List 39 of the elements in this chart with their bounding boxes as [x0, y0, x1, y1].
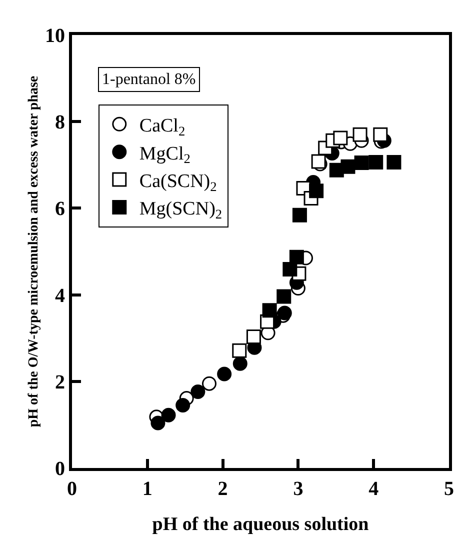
point [232, 343, 247, 358]
point [217, 366, 232, 382]
legend-label: Mg(SCN)$_{2}$ [139, 198, 222, 222]
y-tick-label: 2 [55, 371, 65, 394]
y-tick-label: 8 [55, 112, 65, 134]
x-axis-title: pH of the aqueous solution [152, 514, 370, 535]
x-tick-label: 5 [444, 478, 454, 500]
point [292, 208, 307, 222]
point [262, 303, 277, 318]
y-tick-label: 10 [45, 25, 65, 47]
point [150, 416, 166, 430]
point [246, 330, 261, 344]
point [289, 250, 304, 264]
point [276, 289, 292, 304]
y-tick-label: 4 [55, 284, 65, 307]
legend-label: MgCl$_{2}$ [139, 143, 190, 166]
point [340, 159, 356, 174]
point [232, 356, 248, 371]
point [386, 155, 402, 170]
y-tick-label: 6 [55, 198, 65, 220]
x-tick-label: 4 [368, 478, 379, 500]
x-tick-label: 2 [218, 478, 228, 500]
legend-label: Ca(SCN)$_{2}$ [139, 170, 217, 194]
point [161, 408, 176, 422]
x-tick-label: 3 [293, 478, 304, 500]
y-tick-label: 0 [55, 458, 65, 480]
point [282, 262, 298, 276]
point [309, 184, 324, 198]
point [333, 130, 348, 146]
annotation: 1-pentanol 8% [102, 71, 196, 88]
legend-label: CaCl$_{2}$ [139, 116, 186, 139]
point [354, 155, 369, 170]
point [368, 155, 384, 170]
point [352, 127, 368, 142]
x-tick-label: 1 [142, 478, 152, 500]
point [176, 398, 190, 412]
point [190, 384, 206, 400]
y-axis-title: pH of the O/W-type microemulsion and excess water phase [26, 76, 42, 428]
point [373, 127, 388, 142]
